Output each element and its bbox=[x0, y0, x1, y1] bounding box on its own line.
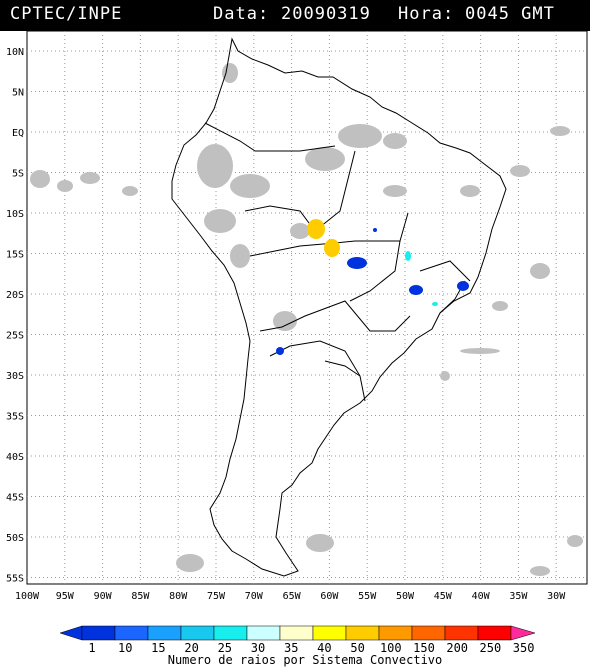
lon-tick-label: 60W bbox=[320, 591, 339, 602]
lightning-cell-blue bbox=[409, 285, 423, 295]
lon-tick-label: 70W bbox=[245, 591, 264, 602]
colorbar-label: 35 bbox=[284, 641, 298, 655]
lat-tick-label: 30S bbox=[6, 371, 24, 382]
source-label: CPTEC/INPE bbox=[10, 4, 123, 24]
colorbar-label: 100 bbox=[380, 641, 402, 655]
lat-tick-label: EQ bbox=[12, 128, 24, 139]
lat-tick-label: 45S bbox=[6, 493, 24, 504]
lightning-cell-orange bbox=[324, 239, 340, 257]
lon-tick-label: 40W bbox=[472, 591, 491, 602]
lat-tick-label: 5N bbox=[12, 88, 24, 99]
lon-tick-label: 55W bbox=[358, 591, 377, 602]
colorbar-label: 200 bbox=[446, 641, 468, 655]
lightning-cell-blue bbox=[457, 281, 469, 291]
lon-tick-label: 45W bbox=[434, 591, 453, 602]
lightning-cell-orange bbox=[307, 219, 325, 239]
colorbar-arrow-left bbox=[59, 625, 83, 641]
colorbar-box bbox=[312, 625, 347, 641]
time-label: Hora: bbox=[398, 4, 455, 24]
coastline-south-america bbox=[171, 37, 507, 577]
colorbar-label: 20 bbox=[184, 641, 198, 655]
colorbar-label: 150 bbox=[413, 641, 435, 655]
colorbar-label: 250 bbox=[480, 641, 502, 655]
axis-labels: 100W 95W 90W 85W 80W 75W 70W 65W 60W 55W 50W 45W 40W… bbox=[6, 47, 566, 602]
lat-tick-label: 10N bbox=[6, 47, 24, 58]
colorbar-box bbox=[147, 625, 182, 641]
colorbar-box bbox=[378, 625, 413, 641]
lightning-cell-blue bbox=[373, 228, 377, 232]
lat-tick-label: 55S bbox=[6, 574, 24, 585]
date-value: 20090319 bbox=[281, 4, 371, 24]
lightning-cell-cyan bbox=[405, 251, 411, 261]
lightning-map: 100W 95W 90W 85W 80W 75W 70W 65W 60W 55W 50W 45W 40W… bbox=[6, 31, 588, 602]
lon-tick-label: 35W bbox=[509, 591, 528, 602]
lat-tick-label: 15S bbox=[6, 250, 24, 261]
header-bar: CPTEC/INPE Data: 20090319 Hora: 0045 GMT bbox=[0, 0, 590, 31]
colorbar-label: 15 bbox=[151, 641, 165, 655]
lon-tick-label: 85W bbox=[131, 591, 150, 602]
lightning-cell-blue bbox=[347, 257, 367, 269]
colorbar-box bbox=[114, 625, 149, 641]
colorbar-label: 350 bbox=[513, 641, 535, 655]
colorbar-label: 40 bbox=[317, 641, 331, 655]
lon-tick-label: 80W bbox=[169, 591, 188, 602]
colorbar-box bbox=[411, 625, 446, 641]
map-grid bbox=[27, 31, 587, 584]
colorbar-label: 50 bbox=[350, 641, 364, 655]
lon-tick-label: 50W bbox=[396, 591, 415, 602]
lightning-cell-blue bbox=[276, 347, 284, 355]
colorbar-box bbox=[246, 625, 281, 641]
lat-tick-label: 50S bbox=[6, 533, 24, 544]
colorbar-label: 25 bbox=[218, 641, 232, 655]
time-value: 0045 GMT bbox=[465, 4, 555, 24]
colorbar-arrow-right bbox=[510, 625, 536, 641]
colorbar: 1 10 15 20 25 30 35 40 50 100 150 200 250 350 Numero … bbox=[59, 625, 536, 667]
lat-tick-label: 35S bbox=[6, 412, 24, 423]
lat-tick-label: 40S bbox=[6, 452, 24, 463]
lon-tick-label: 30W bbox=[547, 591, 566, 602]
colorbar-box bbox=[444, 625, 479, 641]
lat-tick-label: 5S bbox=[12, 169, 24, 180]
colorbar-box bbox=[180, 625, 215, 641]
colorbar-boxes bbox=[59, 625, 536, 641]
cloud-cover bbox=[30, 63, 583, 576]
lon-tick-label: 95W bbox=[56, 591, 75, 602]
lat-tick-label: 20S bbox=[6, 290, 24, 301]
colorbar-box bbox=[477, 625, 512, 641]
colorbar-box bbox=[345, 625, 380, 641]
lon-tick-label: 90W bbox=[94, 591, 113, 602]
colorbar-label: 1 bbox=[88, 641, 95, 655]
colorbar-box bbox=[279, 625, 314, 641]
colorbar-title: Numero de raios por Sistema Convectivo bbox=[168, 653, 443, 667]
lon-tick-label: 100W bbox=[15, 591, 40, 602]
lon-tick-label: 75W bbox=[207, 591, 226, 602]
colorbar-labels: 1 10 15 20 25 30 35 40 50 100 150 200 250 350 bbox=[88, 641, 534, 655]
lightning-cells bbox=[276, 219, 469, 355]
lat-tick-label: 10S bbox=[6, 209, 24, 220]
date-label: Data: bbox=[213, 4, 270, 24]
colorbar-box bbox=[81, 625, 116, 641]
lightning-cell-cyan bbox=[432, 302, 438, 306]
colorbar-label: 10 bbox=[118, 641, 132, 655]
lat-tick-label: 25S bbox=[6, 331, 24, 342]
lon-tick-label: 65W bbox=[283, 591, 302, 602]
colorbar-label: 30 bbox=[251, 641, 265, 655]
colorbar-box bbox=[213, 625, 248, 641]
